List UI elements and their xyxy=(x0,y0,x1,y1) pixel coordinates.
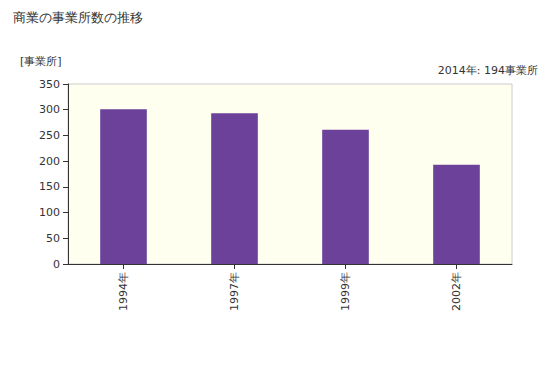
svg-text:150: 150 xyxy=(39,180,60,193)
svg-text:2014年: 194事業所: 2014年: 194事業所 xyxy=(438,64,538,77)
svg-text:1994年: 1994年 xyxy=(117,272,130,311)
svg-text:250: 250 xyxy=(39,129,60,142)
svg-text:0: 0 xyxy=(53,258,60,271)
svg-text:1999年: 1999年 xyxy=(339,272,352,311)
svg-text:300: 300 xyxy=(39,103,60,116)
svg-text:50: 50 xyxy=(46,232,60,245)
svg-text:100: 100 xyxy=(39,206,60,219)
svg-text:1997年: 1997年 xyxy=(228,272,241,311)
svg-text:2002年: 2002年 xyxy=(450,272,463,311)
svg-text:[事業所]: [事業所] xyxy=(20,55,62,68)
svg-text:350: 350 xyxy=(39,78,60,91)
svg-text:商業の事業所数の推移: 商業の事業所数の推移 xyxy=(13,10,143,25)
svg-text:200: 200 xyxy=(39,155,60,168)
